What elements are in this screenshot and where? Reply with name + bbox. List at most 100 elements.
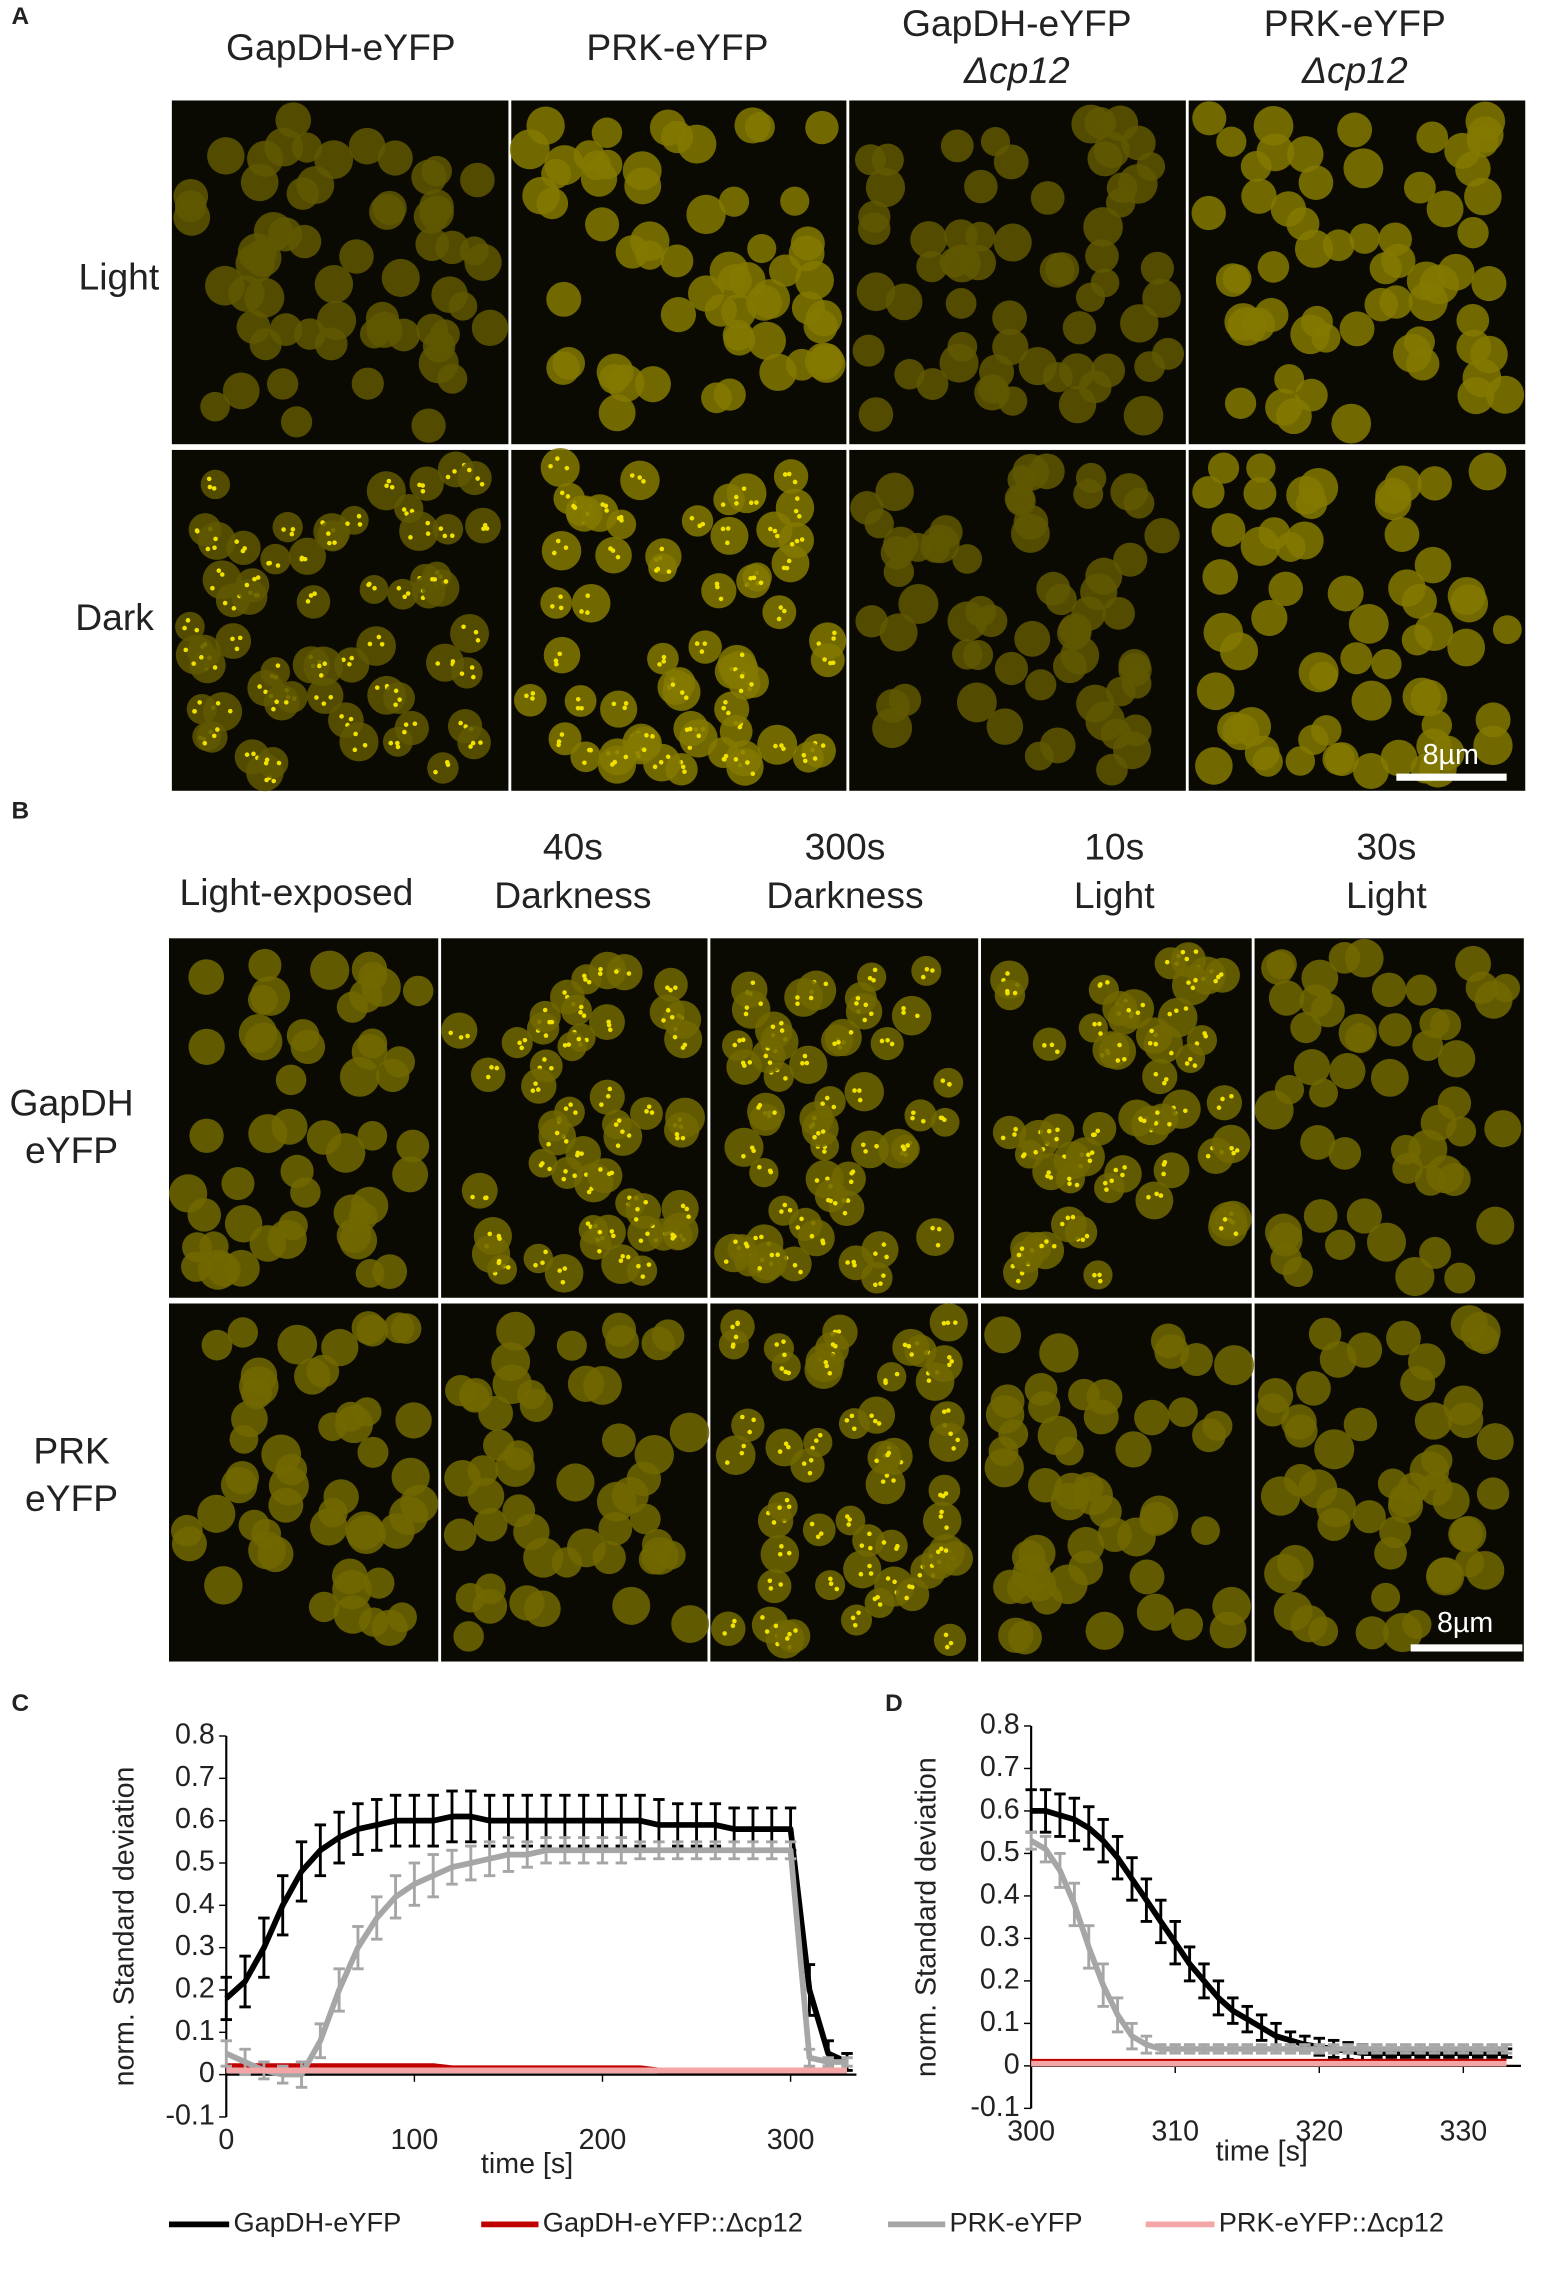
spot <box>955 1437 960 1443</box>
spot <box>615 1143 621 1148</box>
cell <box>215 623 252 659</box>
cell <box>249 328 282 361</box>
spot <box>549 1065 554 1071</box>
spot <box>626 971 632 976</box>
cell <box>797 1219 835 1257</box>
spot <box>680 1135 686 1141</box>
spot <box>274 699 279 705</box>
spot <box>465 1033 470 1039</box>
spot <box>374 685 380 690</box>
spot <box>784 565 790 571</box>
spot <box>445 474 451 480</box>
spot <box>612 760 618 765</box>
cell <box>965 221 996 252</box>
spot <box>830 1342 836 1347</box>
cell <box>688 630 722 664</box>
cell <box>1298 652 1339 693</box>
spot <box>680 1203 686 1209</box>
spot <box>779 1020 784 1026</box>
cell <box>1032 1027 1067 1061</box>
cell <box>865 1464 906 1505</box>
spot <box>1115 1058 1121 1063</box>
spot <box>795 1225 801 1230</box>
cell <box>1369 252 1402 285</box>
cell <box>1285 521 1324 560</box>
spot <box>1074 1182 1080 1188</box>
spot <box>1135 1010 1141 1016</box>
cell <box>357 1121 388 1151</box>
cell <box>431 276 468 313</box>
cell <box>1058 385 1097 424</box>
spot <box>699 649 705 654</box>
spot <box>674 1132 680 1137</box>
spot <box>694 641 700 646</box>
cell <box>383 1046 416 1078</box>
cell <box>1100 718 1132 750</box>
spot <box>1044 1239 1049 1244</box>
cell <box>1447 628 1486 667</box>
spot <box>611 701 617 707</box>
spot <box>884 1473 890 1478</box>
cell <box>986 708 1024 745</box>
spot <box>579 705 584 711</box>
cell <box>238 1366 279 1406</box>
spot <box>1141 1118 1147 1124</box>
cell <box>257 747 289 779</box>
cell <box>1406 261 1446 301</box>
legend-label: PRK-eYFP <box>950 2207 1083 2238</box>
spot <box>582 760 587 766</box>
cell <box>332 1569 372 1610</box>
label: Dark <box>75 596 154 638</box>
cell <box>844 982 877 1015</box>
spot <box>585 593 591 599</box>
cell <box>709 251 749 291</box>
cell <box>583 1365 622 1405</box>
spot <box>794 538 800 544</box>
cell <box>514 683 547 717</box>
cell <box>1202 559 1239 595</box>
spot <box>458 720 463 726</box>
cell <box>357 1028 388 1059</box>
spot <box>786 1444 791 1450</box>
spot <box>1015 1278 1021 1284</box>
cell <box>1087 141 1123 177</box>
cell <box>363 1567 395 1599</box>
cell <box>1447 576 1486 615</box>
spot <box>876 1421 882 1426</box>
spot <box>652 764 658 770</box>
spot <box>657 662 662 667</box>
spot <box>665 754 671 760</box>
cell <box>1345 1023 1376 1054</box>
cell <box>1039 727 1076 764</box>
cell <box>933 1623 967 1657</box>
spot <box>684 1206 690 1212</box>
spot <box>600 502 605 507</box>
spot <box>1059 1221 1065 1227</box>
spot <box>787 1208 793 1213</box>
cell <box>443 1518 477 1552</box>
spot <box>1153 1041 1159 1047</box>
cell <box>1340 642 1373 675</box>
spot <box>562 1042 568 1048</box>
spot <box>1046 1128 1052 1134</box>
spot <box>901 1006 906 1011</box>
cell <box>630 1503 661 1535</box>
spot <box>1229 1146 1234 1151</box>
spot <box>1097 1278 1103 1284</box>
cell <box>339 239 374 274</box>
cell <box>379 1513 415 1549</box>
spot <box>857 1088 862 1093</box>
cell <box>1417 466 1452 501</box>
spot <box>846 1522 852 1527</box>
cell <box>1466 125 1499 158</box>
spot <box>825 1176 830 1182</box>
cell <box>757 1569 792 1604</box>
cell <box>263 684 300 721</box>
spot <box>823 1360 829 1365</box>
cell <box>356 1314 389 1347</box>
y-tick-label: 0.8 <box>175 1719 215 1751</box>
spot <box>607 1086 613 1092</box>
cell <box>457 460 492 496</box>
cell <box>1005 485 1036 516</box>
cell <box>288 537 326 575</box>
